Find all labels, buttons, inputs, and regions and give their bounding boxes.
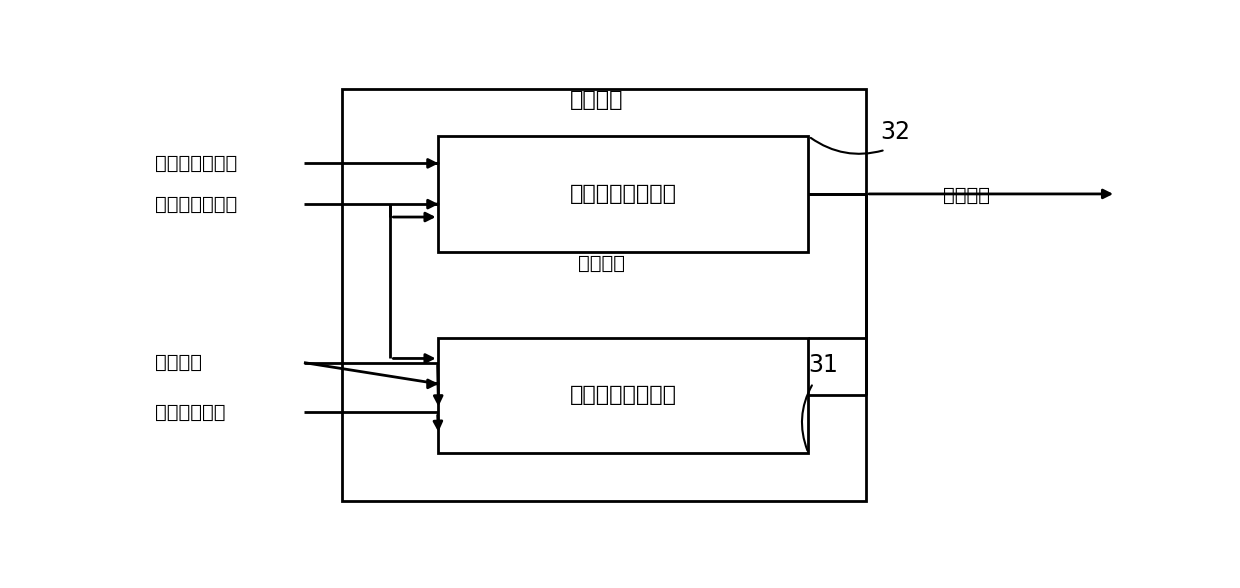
Text: 介质压力确定单元: 介质压力确定单元 <box>570 385 677 405</box>
Text: 介质状态: 介质状态 <box>942 186 990 205</box>
Text: 介质状态确定单元: 介质状态确定单元 <box>570 184 677 204</box>
Text: 介质压力: 介质压力 <box>578 253 625 272</box>
Text: 机构合操作状态: 机构合操作状态 <box>155 195 237 213</box>
Text: 机构分操作状态: 机构分操作状态 <box>155 154 237 173</box>
FancyBboxPatch shape <box>439 136 808 252</box>
Text: 介质模型: 介质模型 <box>570 90 624 110</box>
Text: 打压信号: 打压信号 <box>155 353 202 372</box>
Text: 31: 31 <box>808 353 838 377</box>
FancyBboxPatch shape <box>439 338 808 453</box>
Text: 32: 32 <box>880 120 910 143</box>
FancyBboxPatch shape <box>342 89 866 501</box>
Text: 介质故障信号: 介质故障信号 <box>155 403 226 422</box>
